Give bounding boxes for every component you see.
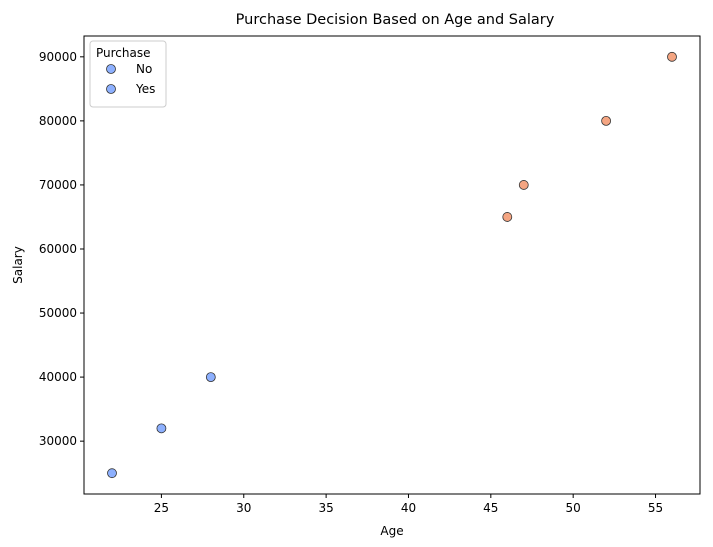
y-tick-label: 60000 [39,242,77,256]
x-tick-label: 40 [401,501,416,515]
x-tick-label: 50 [566,501,581,515]
x-tick-label: 35 [318,501,333,515]
legend-entry-label: No [136,62,152,76]
y-tick-label: 70000 [39,178,77,192]
chart-title: Purchase Decision Based on Age and Salar… [236,12,555,28]
x-axis-label: Age [380,524,403,538]
y-tick-label: 30000 [39,434,77,448]
x-tick-label: 25 [154,501,169,515]
data-points [107,51,677,479]
legend: Purchase No Yes [89,40,167,108]
legend-entry-label: Yes [135,82,155,96]
y-axis: 30000 40000 50000 60000 70000 80000 90000 [39,50,84,448]
data-point [667,51,677,62]
y-tick-label: 50000 [39,306,77,320]
legend-marker [106,84,116,94]
x-axis: 25 30 35 40 45 50 55 [154,494,663,515]
x-tick-label: 55 [648,501,663,515]
x-tick-label: 30 [236,501,251,515]
legend-title: Purchase [96,46,151,60]
data-point [502,212,513,222]
plot-area [83,35,701,495]
data-point [601,115,612,126]
y-axis-label: Salary [11,246,25,284]
data-point [518,180,529,190]
legend-marker [106,64,116,74]
y-tick-label: 90000 [39,50,77,64]
y-tick-label: 40000 [39,370,77,384]
data-point [205,372,216,382]
y-tick-label: 80000 [39,114,77,128]
data-point [156,423,167,434]
x-tick-label: 45 [483,501,498,515]
data-point [107,468,117,479]
